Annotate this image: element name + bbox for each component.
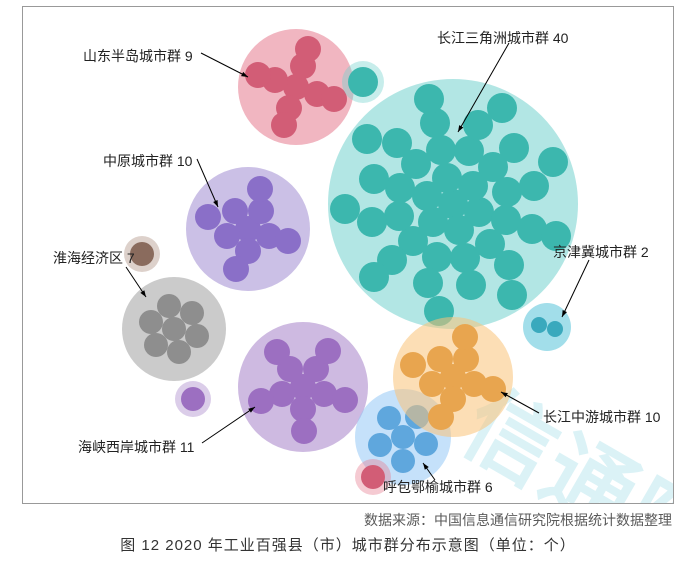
cluster-dot bbox=[368, 433, 392, 457]
cluster-dot bbox=[291, 418, 317, 444]
cluster-dot bbox=[497, 280, 527, 310]
cluster-dot bbox=[195, 204, 221, 230]
cluster-dot bbox=[538, 147, 568, 177]
chart-frame: 信通院 长江三角洲城市群 40山东半岛城市群 9中原城市群 10淮海经济区 7海… bbox=[22, 6, 674, 504]
cluster-dot bbox=[332, 387, 358, 413]
cluster-dot bbox=[264, 339, 290, 365]
source-text: 中国信息通信研究院根据统计数据整理 bbox=[434, 512, 672, 528]
cluster-dot bbox=[245, 62, 271, 88]
cluster-label-haixia: 海峡西岸城市群 11 bbox=[78, 437, 194, 457]
cluster-dot bbox=[499, 133, 529, 163]
cluster-dot bbox=[248, 198, 274, 224]
cluster-label-hubao: 呼包鄂榆城市群 6 bbox=[383, 477, 493, 497]
cluster-dot bbox=[492, 177, 522, 207]
cluster-label-shandong: 山东半岛城市群 9 bbox=[83, 46, 193, 66]
cluster-dot bbox=[223, 256, 249, 282]
cluster-dot bbox=[377, 406, 401, 430]
singleton-purple bbox=[181, 387, 205, 411]
cluster-dot bbox=[519, 171, 549, 201]
cluster-dot bbox=[414, 84, 444, 114]
cluster-label-yangtze-delta: 长江三角洲城市群 40 bbox=[437, 28, 568, 48]
cluster-dot bbox=[157, 294, 181, 318]
source-prefix: 数据来源： bbox=[364, 512, 434, 528]
cluster-dot bbox=[400, 352, 426, 378]
singleton-teal bbox=[348, 67, 378, 97]
cluster-dot bbox=[295, 36, 321, 62]
cluster-dot bbox=[426, 135, 456, 165]
singleton-pink bbox=[361, 465, 385, 489]
cluster-dot bbox=[453, 346, 479, 372]
cluster-dot bbox=[222, 198, 248, 224]
figure-caption: 图 12 2020 年工业百强县（市）城市群分布示意图（单位：个） bbox=[0, 534, 696, 555]
cluster-dot bbox=[414, 432, 438, 456]
cluster-label-yangtze-mid: 长江中游城市群 10 bbox=[543, 407, 660, 427]
cluster-dot bbox=[450, 243, 480, 273]
cluster-dot bbox=[352, 124, 382, 154]
cluster-dot bbox=[382, 128, 412, 158]
cluster-label-huaihai: 淮海经济区 7 bbox=[53, 248, 135, 268]
data-source: 数据来源：中国信息通信研究院根据统计数据整理 bbox=[364, 510, 672, 530]
cluster-dot bbox=[180, 301, 204, 325]
cluster-dot bbox=[531, 317, 547, 333]
cluster-dot bbox=[428, 404, 454, 430]
cluster-label-zhongyuan: 中原城市群 10 bbox=[103, 151, 192, 171]
cluster-label-jingjinji: 京津冀城市群 2 bbox=[553, 242, 649, 262]
cluster-dot bbox=[359, 164, 389, 194]
cluster-dot bbox=[359, 262, 389, 292]
cluster-dot bbox=[427, 346, 453, 372]
cluster-dot bbox=[547, 321, 563, 337]
